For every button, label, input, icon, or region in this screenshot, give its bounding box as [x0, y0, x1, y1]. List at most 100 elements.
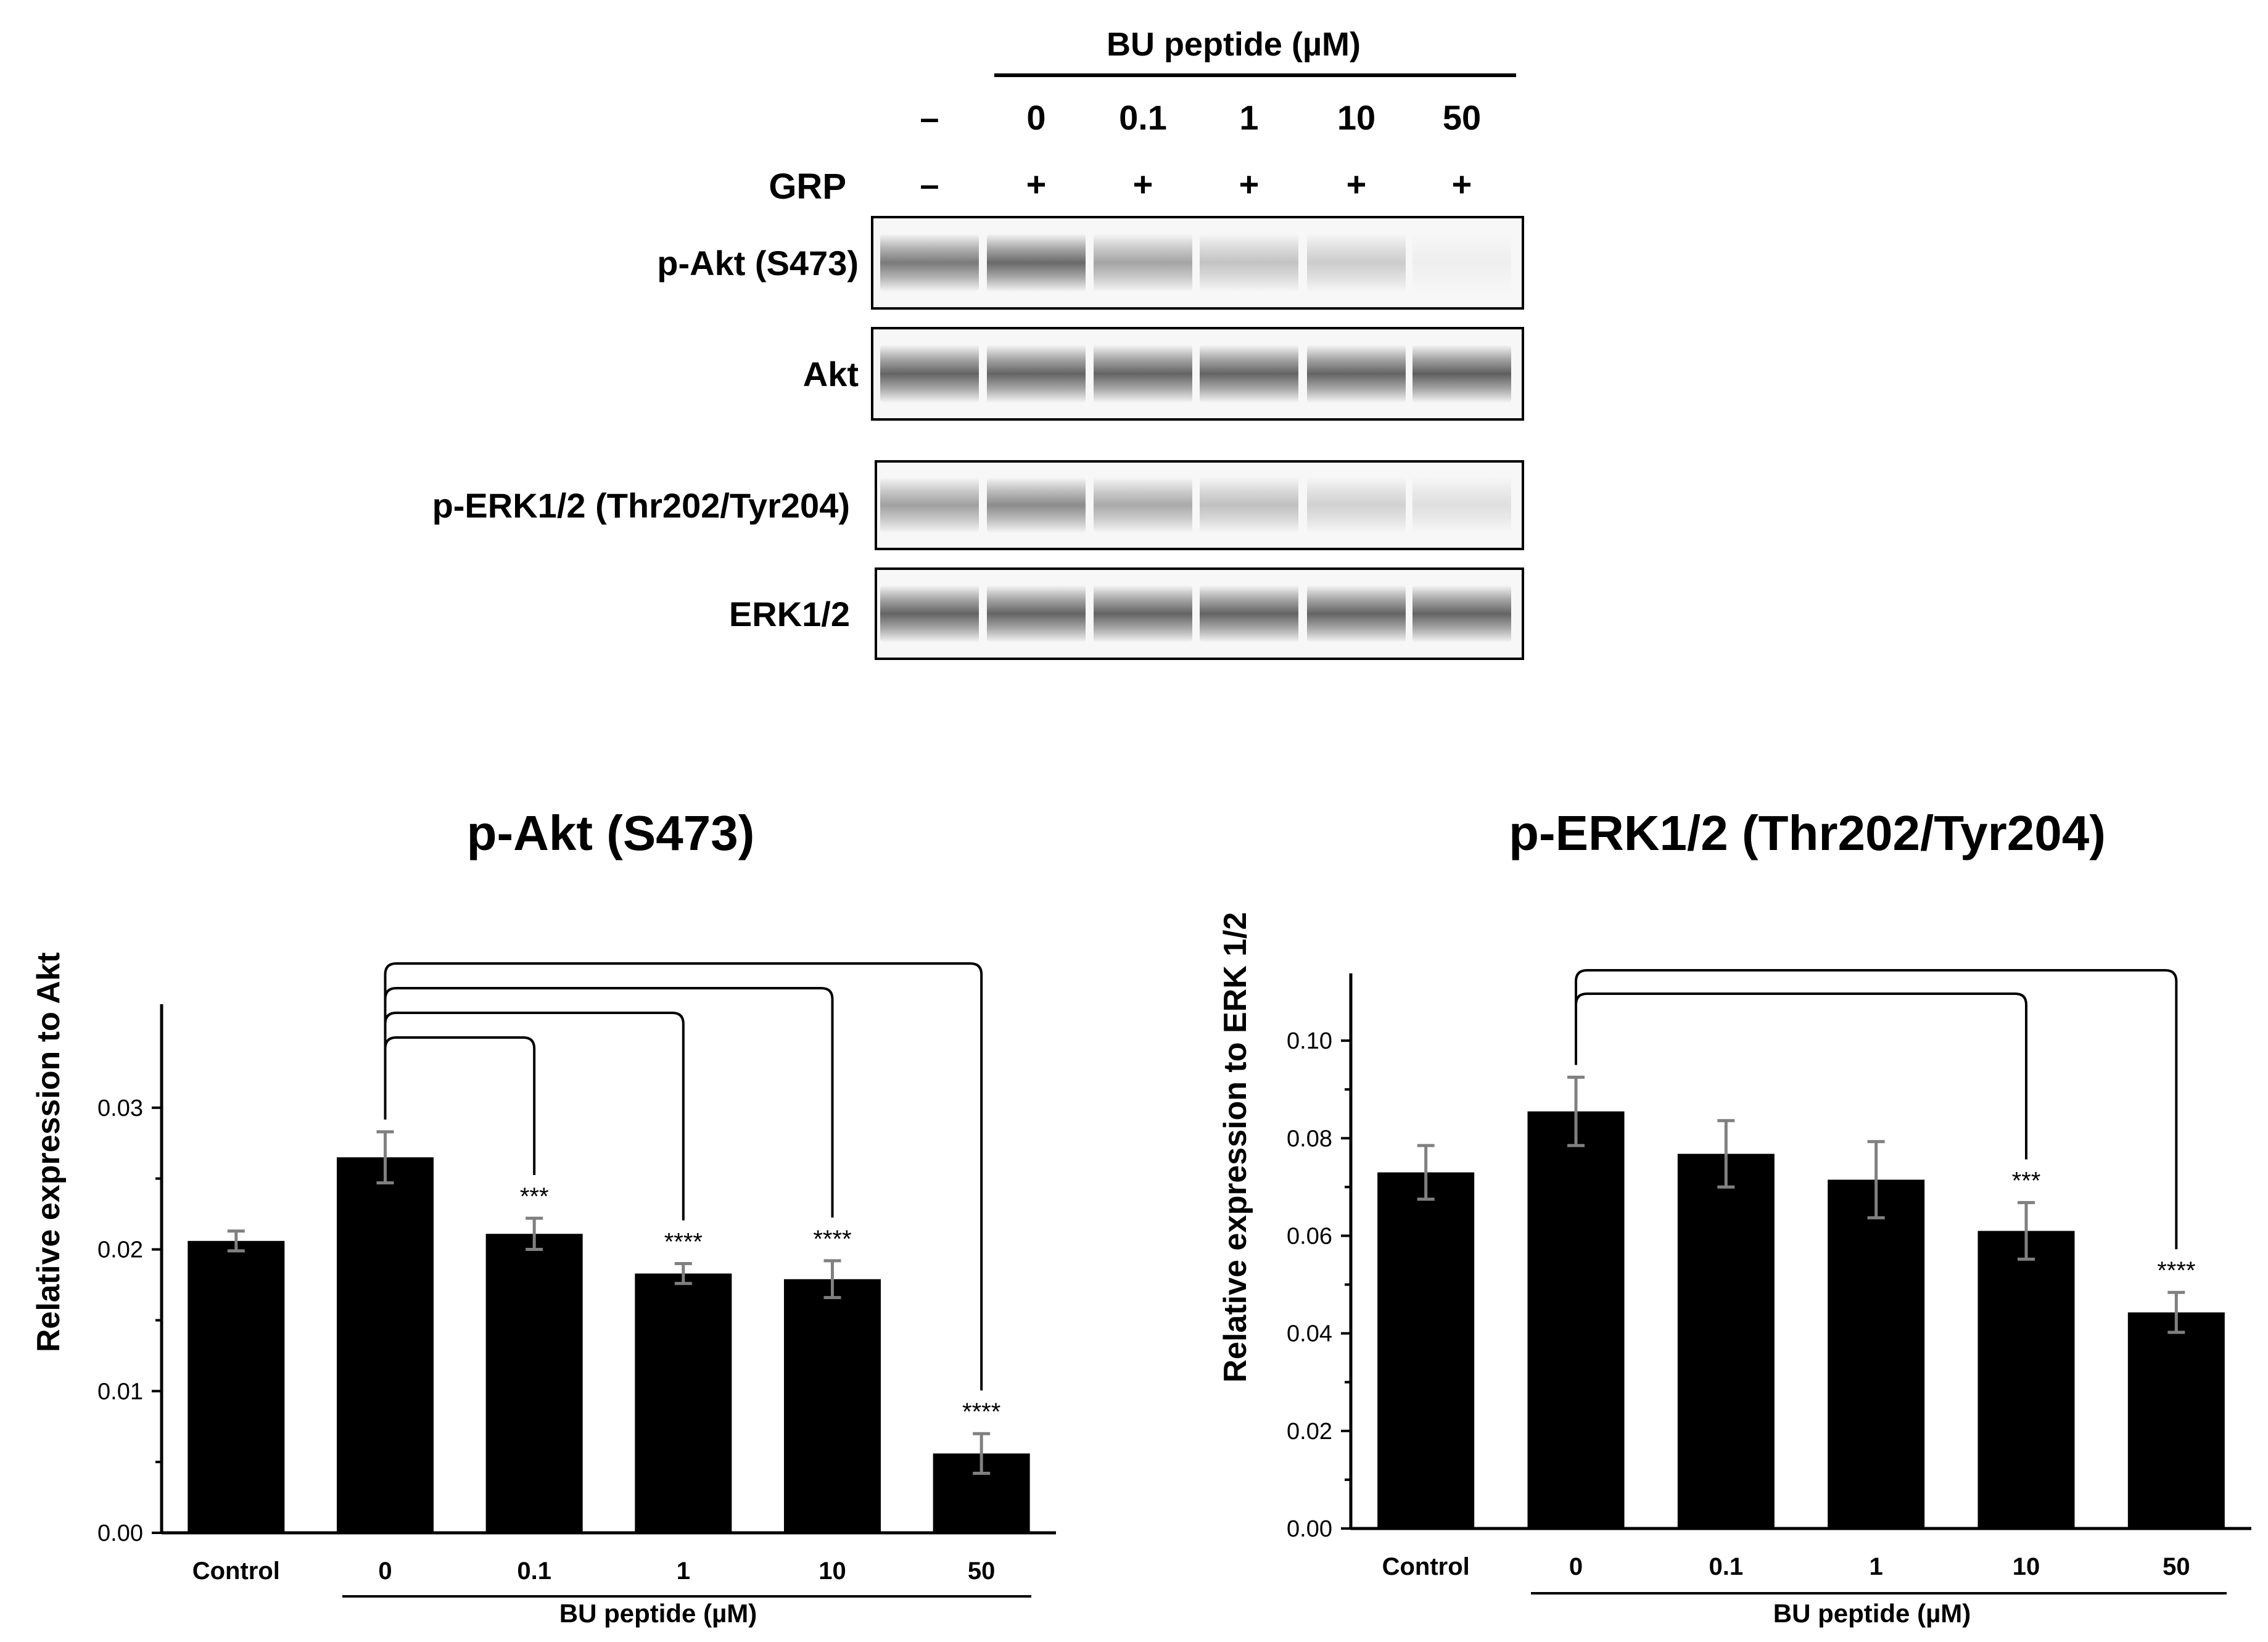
- blot-row: Akt: [803, 327, 1524, 421]
- bar: [784, 1279, 881, 1533]
- blot-row: p-ERK1/2 (Thr202/Tyr204): [432, 460, 1524, 550]
- blot-band: [1094, 344, 1192, 403]
- dose-label: 1: [1239, 98, 1258, 137]
- y-tick-label: 0.03: [97, 1095, 143, 1121]
- comparison-bracket: [384, 962, 983, 1391]
- x-tick-label: 1: [677, 1557, 690, 1585]
- y-tick-label: 0.08: [1287, 1126, 1332, 1152]
- bar: [485, 1234, 583, 1533]
- blot-band: [1412, 344, 1511, 403]
- dose-label: 0.1: [1119, 98, 1167, 137]
- grp-sign: +: [1239, 165, 1260, 204]
- x-tick-label: 50: [2163, 1553, 2190, 1580]
- dose-label: 50: [1443, 98, 1481, 137]
- western-blot-panel: BU peptide (µM) GRP – 0 0.1 1 10 50 – + + + + + p-A…: [432, 26, 1524, 660]
- blot-band: [1200, 344, 1298, 403]
- blot-dose-header: BU peptide (µM): [1107, 26, 1361, 63]
- blot-row: p-Akt (S473): [657, 216, 1524, 310]
- blot-band: [987, 477, 1086, 534]
- x-tick-label: 10: [819, 1557, 846, 1585]
- blot-row-label: Akt: [803, 355, 859, 394]
- bar: [1677, 1153, 1775, 1529]
- blot-rows: p-Akt (S473) Akt p-ERK1/2 (Thr202/Tyr204) E…: [432, 216, 1524, 660]
- bar: [1828, 1179, 1925, 1529]
- x-axis-label: BU peptide (µM): [1773, 1599, 1971, 1628]
- blot-band: [1200, 477, 1298, 534]
- blot-band: [1307, 477, 1406, 534]
- y-tick-label: 0.02: [1287, 1419, 1332, 1445]
- blot-band: [1200, 585, 1298, 643]
- significance-label: ***: [2012, 1168, 2041, 1195]
- y-axis-label: Relative expression to ERK 1/2: [1218, 912, 1253, 1383]
- grp-sign: +: [1346, 165, 1367, 204]
- chart-title: p-Akt (S473): [467, 806, 755, 860]
- blot-band: [880, 477, 979, 534]
- bar: [635, 1273, 732, 1533]
- significance-label: ****: [664, 1229, 703, 1256]
- comparison-bracket: [384, 987, 834, 1218]
- blot-band: [1094, 585, 1192, 643]
- significance-label: ****: [2157, 1257, 2195, 1284]
- x-tick-label: Control: [1382, 1553, 1470, 1580]
- significance-label: ***: [520, 1183, 549, 1210]
- bar: [2127, 1312, 2225, 1529]
- y-tick-label: 0.00: [97, 1520, 143, 1546]
- x-tick-label: 50: [968, 1557, 996, 1585]
- x-tick-label: 0: [378, 1557, 392, 1585]
- dose-label: 0: [1026, 98, 1045, 137]
- blot-band: [880, 233, 979, 292]
- y-tick-label: 0.06: [1287, 1223, 1332, 1249]
- y-tick-label: 0.01: [97, 1379, 143, 1405]
- y-axis-label: Relative expression to Akt: [31, 952, 67, 1352]
- blot-band: [987, 233, 1086, 292]
- blot-row-label: p-Akt (S473): [657, 244, 859, 283]
- bar: [1377, 1172, 1475, 1529]
- blot-band: [880, 585, 979, 643]
- x-tick-label: 0.1: [1709, 1553, 1744, 1580]
- x-tick-label: 1: [1870, 1553, 1883, 1580]
- bar: [188, 1240, 285, 1533]
- blot-band: [987, 344, 1086, 403]
- blot-band: [1307, 585, 1406, 643]
- y-tick-label: 0.02: [97, 1237, 143, 1263]
- x-tick-label: 0: [1569, 1553, 1583, 1580]
- chart-title: p-ERK1/2 (Thr202/Tyr204): [1509, 806, 2106, 860]
- bar: [337, 1157, 434, 1533]
- plot-area: 0.00 0.02 0.04 0.06 0.08 0.10 Control 0 0.1 1 10 **…: [1287, 969, 2251, 1580]
- blot-band: [987, 585, 1086, 643]
- bar: [1977, 1231, 2075, 1529]
- blot-band: [1094, 233, 1192, 292]
- x-tick-label: Control: [192, 1557, 280, 1585]
- blot-band: [880, 344, 979, 403]
- x-axis-label: BU peptide (µM): [559, 1599, 757, 1628]
- grp-sign: +: [1026, 165, 1047, 204]
- blot-band: [1412, 477, 1511, 534]
- grp-sign: –: [920, 165, 939, 204]
- significance-label: ****: [962, 1398, 1000, 1425]
- blot-band: [1307, 233, 1406, 292]
- blot-band: [1094, 477, 1192, 534]
- blot-band: [1200, 233, 1298, 292]
- dose-label: –: [920, 98, 939, 137]
- blot-band: [1307, 344, 1406, 403]
- blot-band: [1412, 233, 1511, 292]
- grp-sign: +: [1133, 165, 1153, 204]
- comparison-bracket: [1575, 992, 2027, 1160]
- plot-area: 0.00 0.01 0.02 0.03 Control 0 0.1 *** 1 **** 10 ***…: [97, 962, 1056, 1585]
- y-tick-label: 0.04: [1287, 1321, 1332, 1347]
- grp-sign: +: [1452, 165, 1472, 204]
- grp-label: GRP: [769, 167, 846, 207]
- x-tick-label: 0.1: [517, 1557, 551, 1585]
- significance-label: ****: [813, 1226, 851, 1253]
- bar: [1527, 1111, 1625, 1529]
- blot-columns: – 0 0.1 1 10 50 – + + + + +: [920, 98, 1481, 204]
- chart-p-erk: p-ERK1/2 (Thr202/Tyr204) Relative expres…: [1218, 806, 2251, 1628]
- y-tick-label: 0.00: [1287, 1516, 1332, 1542]
- blot-row: ERK1/2: [729, 567, 1524, 660]
- x-tick-label: 10: [2013, 1553, 2040, 1580]
- chart-p-akt: p-Akt (S473) Relative expression to Akt …: [31, 806, 1056, 1628]
- blot-row-label: ERK1/2: [729, 595, 850, 633]
- comparison-bracket: [1575, 969, 2178, 1250]
- y-tick-label: 0.10: [1287, 1028, 1332, 1054]
